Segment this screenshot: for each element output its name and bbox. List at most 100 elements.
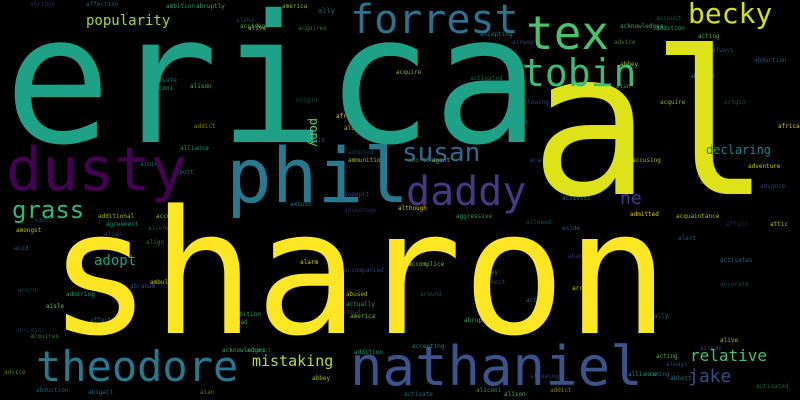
filler-word: activates (720, 257, 753, 264)
filler-word: advice (614, 39, 636, 46)
filler-word: origin (296, 97, 318, 104)
word-jake: jake (688, 366, 732, 387)
filler-word: alpha (236, 17, 255, 24)
word-tex: tex (526, 6, 610, 60)
filler-word: support (344, 191, 370, 198)
filler-word: accepting (480, 31, 513, 38)
filler-word: accompanied (344, 267, 384, 274)
filler-word: actually (346, 301, 375, 308)
word-mistaking: mistaking (252, 352, 334, 370)
filler-word: airway (700, 345, 722, 352)
filler-word: airfield (296, 137, 325, 144)
filler-word: abroad (226, 319, 248, 326)
filler-word: abridge (30, 1, 56, 8)
filler-word: abraham (130, 283, 156, 290)
filler-word: admitted (630, 211, 659, 218)
filler-word: aliconi (476, 387, 502, 394)
word-pony: pony (307, 118, 321, 147)
filler-word: abduction (36, 387, 69, 394)
filler-word: acid (14, 245, 29, 252)
word-susan: susan (402, 138, 481, 168)
filler-word: abandon (568, 253, 594, 260)
filler-word: alliance (180, 145, 209, 152)
filler-word: aliconi (148, 85, 174, 92)
filler-word: always (712, 47, 734, 54)
filler-word: alive (248, 25, 267, 32)
filler-word: abruptly (196, 3, 225, 10)
filler-word: acting (656, 353, 678, 360)
filler-word: accomplice (408, 261, 445, 268)
filler-word: acquires (298, 25, 327, 32)
word-erica: erica (4, 0, 540, 184)
filler-word: aside (562, 225, 581, 232)
filler-word: african (778, 123, 800, 130)
filler-word: adventure (748, 163, 781, 170)
filler-word: advice (4, 369, 26, 376)
filler-word: alpha (512, 329, 531, 336)
word-forrest: forrest (350, 0, 519, 43)
filler-word: ambition (166, 3, 195, 10)
word-tobin: tobin (522, 51, 637, 95)
filler-word: abused (346, 291, 368, 298)
filler-word: alone (344, 125, 363, 132)
filler-word: alison (504, 391, 526, 398)
filler-word: abbott (172, 169, 194, 176)
filler-word: always (666, 361, 688, 368)
word-al: al (530, 9, 771, 242)
filler-word: abridge (16, 327, 42, 334)
filler-word: affection (90, 317, 123, 324)
filler-word: abbott (670, 375, 692, 382)
filler-word: align (146, 239, 165, 246)
filler-word: accident (240, 23, 269, 30)
filler-word: action (526, 297, 548, 304)
filler-word: agreement (106, 221, 139, 228)
word-adopt: adopt (94, 253, 137, 269)
filler-word: aftermath (700, 179, 733, 186)
filler-word: acquire (660, 99, 686, 106)
word-grass: grass (12, 196, 85, 224)
filler-word: acknowledges (620, 23, 664, 30)
filler-word: aian (200, 389, 215, 396)
word-sharon: sharon (48, 173, 670, 374)
filler-word: abbey (312, 375, 331, 382)
filler-word: allowing (520, 99, 549, 106)
filler-word: abigail (690, 73, 716, 80)
word-relative: relative (690, 346, 768, 365)
filler-word: actual (340, 309, 362, 316)
filler-word: african (336, 113, 362, 120)
filler-word: origin (724, 99, 746, 106)
filler-word: alliance (628, 371, 657, 378)
filler-word: alert (678, 235, 697, 242)
word-daddy: daddy (406, 169, 527, 215)
filler-word: acquire (396, 69, 422, 76)
filler-word: addition (354, 349, 383, 356)
filler-word: alison (190, 83, 212, 90)
word-popularity: popularity (86, 13, 171, 29)
filler-word: abigail (88, 389, 114, 396)
filler-word: activist (562, 195, 591, 202)
filler-word: acknowledges (222, 347, 266, 354)
filler-word: account (246, 347, 272, 354)
filler-word: although (398, 205, 427, 212)
filler-word: adopted (348, 149, 374, 156)
word-nathaniel: nathaniel (350, 335, 643, 398)
filler-word: aggressive (456, 213, 493, 220)
filler-word: allowing (530, 373, 559, 380)
filler-word: aisle (46, 303, 65, 310)
filler-word: alarm (300, 259, 319, 266)
filler-word: alias (104, 231, 123, 238)
filler-word: accurate (720, 281, 749, 288)
filler-word: advance (760, 183, 786, 190)
filler-word: allowed (526, 219, 552, 226)
filler-word: account (656, 15, 682, 22)
filler-word: abortion (408, 157, 437, 164)
filler-word: admiring (66, 291, 95, 298)
filler-word: attic (770, 221, 789, 228)
filler-word: amongst (16, 227, 42, 234)
filler-word: affection (86, 1, 119, 8)
filler-word: admits (34, 217, 56, 224)
filler-word: accusing (632, 157, 661, 164)
filler-word: agent (432, 157, 451, 164)
filler-word: america (350, 313, 376, 320)
